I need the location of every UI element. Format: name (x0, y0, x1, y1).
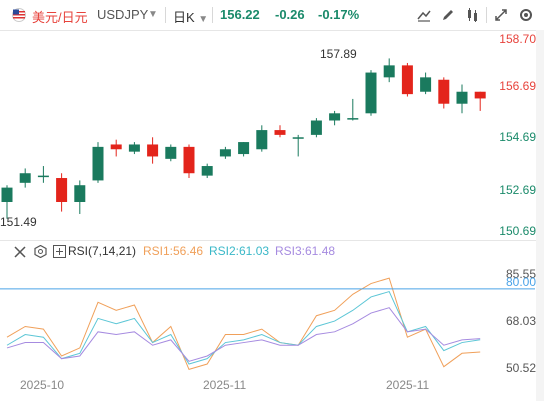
rsi-tick: 68.03 (505, 314, 536, 328)
candle-body[interactable] (56, 178, 68, 202)
settings-icon[interactable] (518, 7, 534, 23)
candle-body[interactable] (1, 187, 13, 202)
rsi-tick: 80.00 (505, 275, 536, 289)
rsi3-line (6, 307, 481, 362)
rsi-title[interactable]: RSI(7,14,21) (68, 244, 137, 258)
candle-body[interactable] (256, 130, 268, 150)
price-change: -0.26 (275, 7, 305, 22)
rsi2-value: RSI2:61.03 (209, 244, 270, 258)
pair-code[interactable]: USDJPY (97, 7, 149, 22)
candle-body[interactable] (420, 77, 432, 92)
rsi2-line (6, 290, 481, 365)
candle-body[interactable] (19, 173, 31, 183)
period-label: 日K (173, 10, 195, 25)
candle-body[interactable] (110, 144, 122, 150)
candle-body[interactable] (147, 144, 159, 157)
candle-body[interactable] (456, 91, 468, 104)
top-toolbar: 美元/日元 USDJPY ▼ 日K ▼ 156.22 -0.26 -0.17% (0, 0, 544, 30)
candle-body[interactable] (219, 149, 231, 157)
price-tick: 154.69 (499, 130, 536, 144)
candle-body[interactable] (438, 79, 450, 104)
candle-body[interactable] (329, 113, 341, 121)
gear-icon[interactable] (34, 245, 47, 258)
candle-body[interactable] (37, 175, 49, 178)
period-dropdown-icon[interactable]: ▼ (198, 14, 209, 25)
x-tick: 2025-11 (386, 378, 430, 392)
pencil-icon[interactable] (440, 7, 456, 23)
period-select[interactable]: 日K ▼ (173, 7, 208, 26)
candle-body[interactable] (183, 146, 195, 174)
us-flag-icon (12, 8, 26, 22)
candle-body[interactable] (201, 166, 213, 176)
collapse-icon[interactable] (493, 7, 509, 23)
rsi3-value: RSI3:61.48 (275, 244, 336, 258)
low-label: 151.49 (0, 215, 37, 229)
pair-name-cn[interactable]: 美元/日元 (32, 10, 88, 25)
rsi1-line (6, 277, 481, 371)
candle-body[interactable] (383, 65, 395, 78)
candle-body[interactable] (238, 142, 250, 155)
price-tick: 158.70 (499, 32, 536, 46)
price-change-pct: -0.17% (318, 7, 360, 22)
candle-body[interactable] (128, 144, 140, 152)
draw-line-icon[interactable] (416, 7, 432, 23)
high-label: 157.89 (320, 47, 357, 61)
candle-body[interactable] (474, 91, 486, 99)
rsi-header: RSI(7,14,21) RSI1:56.46 RSI2:61.03 RSI3:… (0, 242, 544, 262)
pair-dropdown-icon[interactable]: ▼ (148, 9, 158, 20)
candle-body[interactable] (365, 72, 377, 114)
price-tick: 152.69 (499, 183, 536, 197)
indicator-icon[interactable] (465, 7, 481, 23)
candle-body[interactable] (401, 65, 413, 95)
last-price: 156.22 (220, 7, 260, 22)
x-tick: 2025-10 (20, 378, 65, 392)
candle-body[interactable] (347, 118, 359, 120)
candle-body[interactable] (165, 146, 177, 159)
candle-body[interactable] (274, 130, 286, 135)
close-icon[interactable] (14, 246, 26, 258)
candle-body[interactable] (310, 120, 322, 135)
candle-body[interactable] (292, 137, 304, 139)
rsi1-value: RSI1:56.46 (143, 244, 204, 258)
candle-body[interactable] (74, 185, 86, 202)
divider (165, 7, 166, 23)
rsi-tick: 50.52 (505, 361, 536, 375)
x-tick: 2025-11 (203, 378, 247, 392)
candle-body[interactable] (92, 146, 104, 181)
divider (212, 7, 213, 23)
expand-icon[interactable] (53, 245, 66, 258)
price-tick: 150.69 (499, 224, 536, 238)
scrollbar[interactable] (536, 30, 544, 401)
rsi-tick: 85.55 (505, 267, 536, 281)
divider (486, 7, 487, 23)
price-tick: 156.69 (499, 79, 536, 93)
